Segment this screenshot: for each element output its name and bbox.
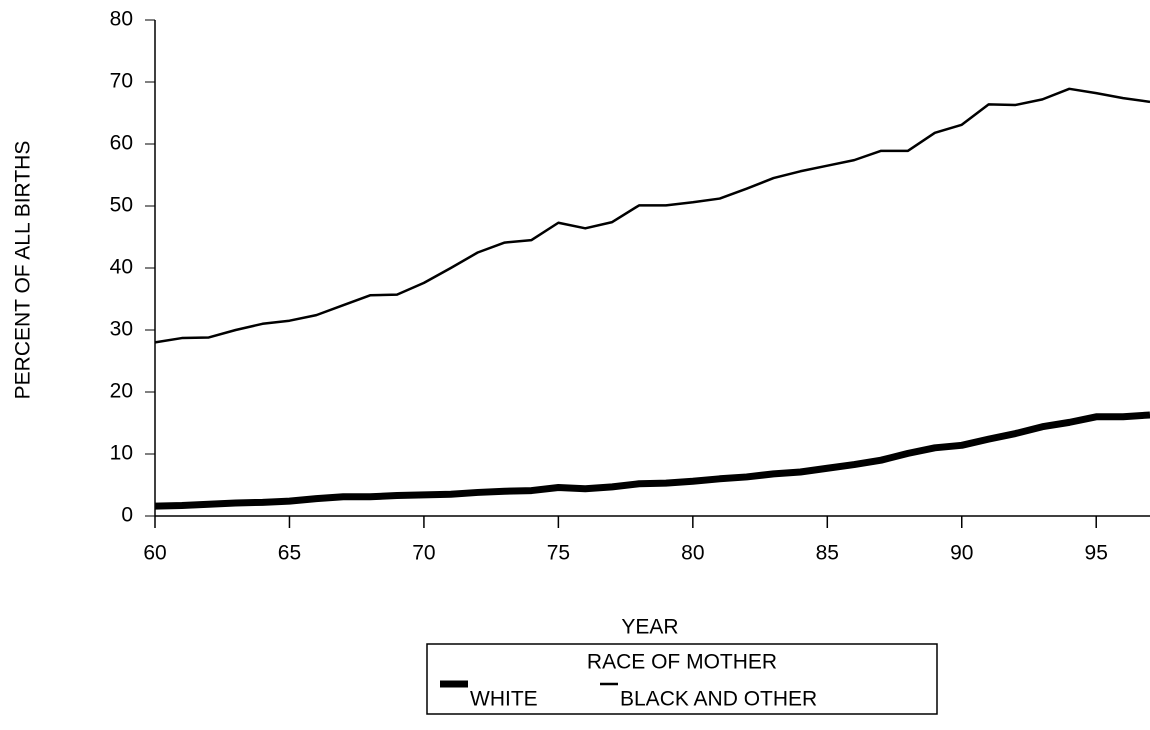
y-tick-label: 0 [121,504,133,527]
legend-title: RACE OF MOTHER [587,651,777,674]
series-line [154,87,1150,344]
y-tick-label: 20 [110,380,133,403]
x-tick-label: 60 [143,542,166,565]
x-tick-label: 90 [950,542,973,565]
x-tick-label: 70 [412,542,435,565]
y-axis-label: PERCENT OF ALL BIRTHS [12,141,35,400]
y-tick-label: 80 [110,8,133,31]
legend-box [426,643,938,715]
y-tick-label: 60 [110,132,133,155]
x-tick-label: 65 [278,542,301,565]
x-axis-label: YEAR [621,616,678,639]
x-tick-label: 85 [816,542,839,565]
legend-label: BLACK AND OTHER [620,688,817,711]
y-tick-label: 50 [110,194,133,217]
x-tick-label: 80 [681,542,704,565]
y-tick-label: 70 [110,70,133,93]
y-tick-label: 40 [110,256,133,279]
legend-label: WHITE [470,688,538,711]
series-line [154,411,1150,510]
y-tick-label: 10 [110,442,133,465]
x-tick-label: 75 [547,542,570,565]
y-tick-label: 30 [110,318,133,341]
x-tick-label: 95 [1085,542,1108,565]
